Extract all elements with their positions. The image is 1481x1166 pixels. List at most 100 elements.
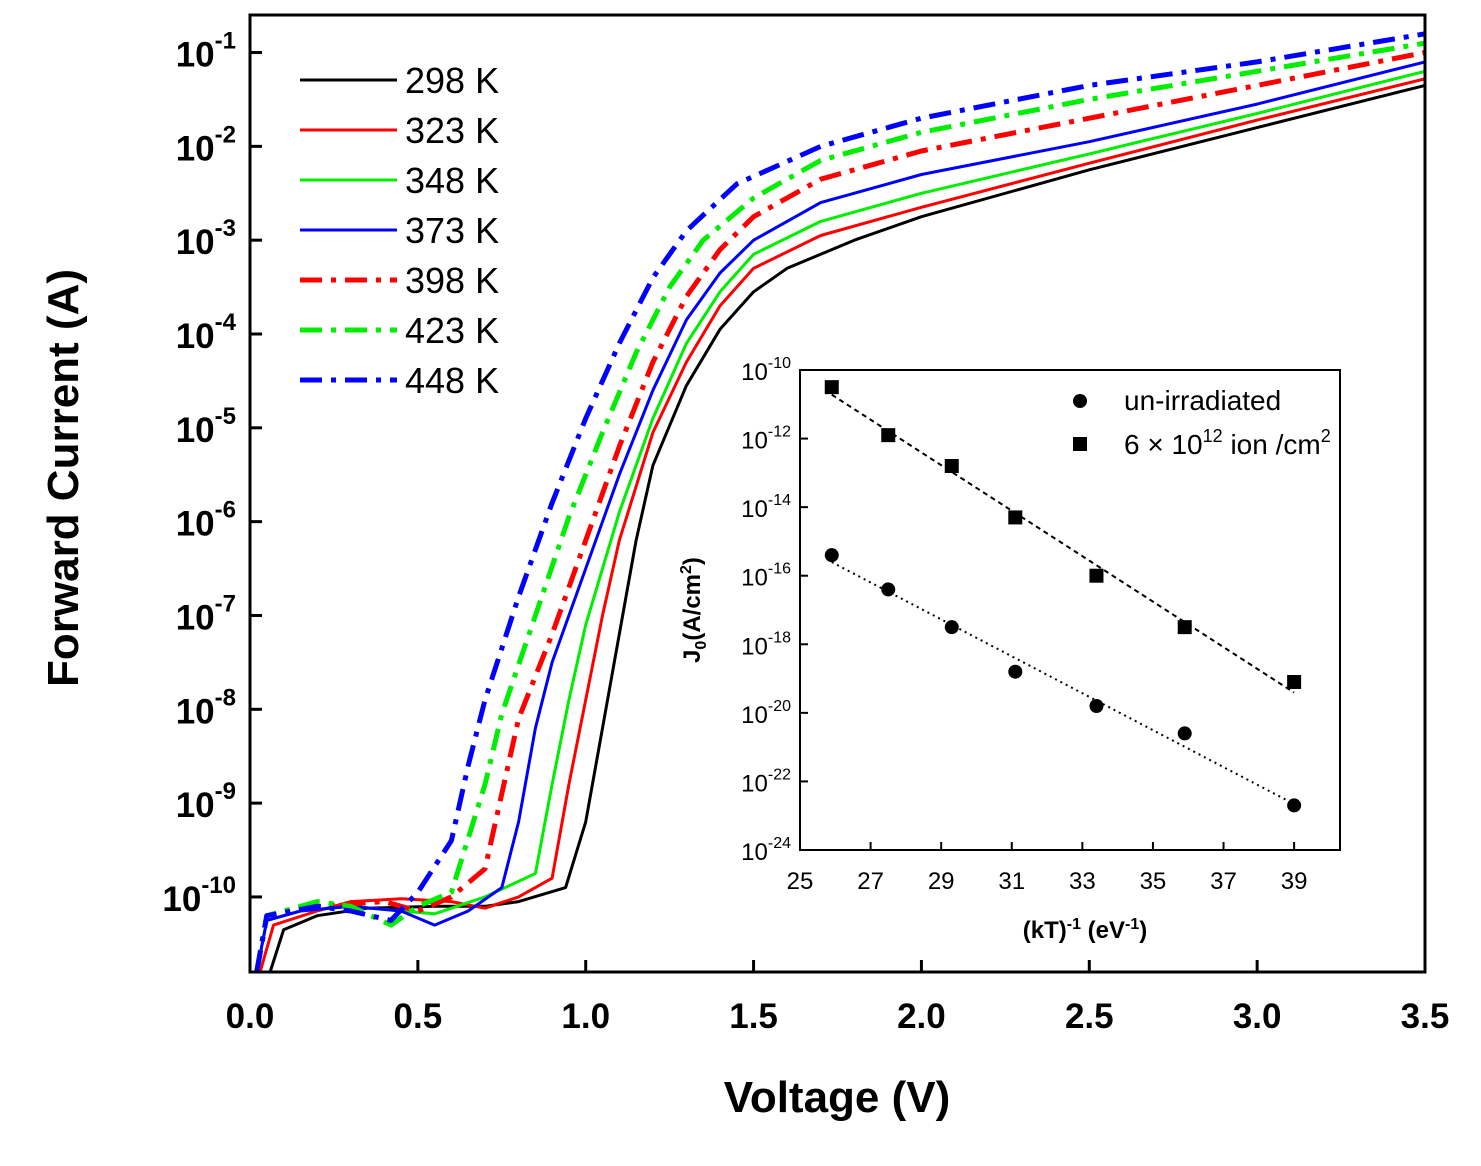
inset-point-square — [881, 428, 896, 443]
inset-x-tick-label: 29 — [928, 868, 955, 895]
main-y-tick-label: 10-6 — [176, 497, 236, 544]
inset-point-circle — [1177, 726, 1192, 741]
main-y-tick-label: 10-9 — [176, 778, 236, 825]
inset-y-tick-label-exp: -12 — [768, 424, 791, 441]
inset-y-title-pre: J — [679, 650, 706, 663]
inset-plot-frame — [799, 369, 1341, 851]
inset-legend-label-irradiated: 6 × 1012 ion /cm2 — [1124, 426, 1331, 460]
inset-y-axis-title: J0(A/cm2) — [678, 557, 710, 663]
legend-label: 323 K — [405, 110, 499, 151]
inset-y-tick-label: 10-18 — [741, 629, 791, 660]
series-line-423k — [254, 40, 1425, 972]
inset-legend-irr-mid: ion /cm — [1223, 429, 1321, 460]
inset-x-tick-label: 37 — [1210, 868, 1237, 895]
main-y-tick-label: 10-4 — [176, 309, 237, 356]
inset-x-title-mid: (eV — [1081, 917, 1125, 944]
inset-y-title-mid: (A/cm — [679, 574, 706, 641]
main-x-tick-label: 1.0 — [561, 997, 610, 1036]
legend-label: 298 K — [405, 60, 499, 101]
inset-x-axis-title: (kT)-1 (eV-1) — [1023, 916, 1147, 944]
inset-y-tick-label: 10-24 — [741, 835, 791, 866]
inset-y-tick-label-exp: -20 — [768, 698, 791, 715]
inset-x-title-pre: (kT) — [1023, 917, 1067, 944]
main-y-tick-label-base: 10 — [176, 786, 215, 825]
inset-x-ticks: 25 27 29 31 33 35 37 39 — [787, 842, 1307, 895]
series-line-398k — [254, 50, 1425, 972]
series-line-448k — [254, 31, 1425, 972]
inset-legend: un-irradiated 6 × 1012 ion /cm2 — [1073, 385, 1331, 460]
main-plot-frame — [248, 13, 1427, 974]
inset-y-tick-label-base: 10 — [741, 839, 768, 866]
main-x-ticks: 0.0 0.5 1.0 1.5 2.0 2.5 3.0 3.5 — [226, 960, 1450, 1036]
inset-fit-line — [831, 393, 1295, 694]
inset-point-square — [944, 459, 959, 473]
inset-y-tick-label-base: 10 — [741, 633, 768, 660]
inset-y-title-sup: 2 — [678, 565, 695, 574]
main-y-axis-title: Forward Current (A) — [39, 269, 88, 687]
inset-y-tick-label-base: 10 — [741, 565, 768, 592]
legend-label: 373 K — [405, 210, 499, 251]
inset-point-square — [824, 380, 839, 395]
main-y-tick-label: 10-5 — [176, 403, 236, 450]
inset-y-title-post: ) — [679, 557, 706, 565]
inset-x-title-sup2: -1 — [1125, 916, 1139, 933]
inset-y-tick-label-base: 10 — [741, 496, 768, 523]
inset-legend-irr-pre: 6 × 10 — [1124, 429, 1203, 460]
main-x-tick-label: 3.5 — [1401, 997, 1450, 1036]
inset-x-tick-label: 27 — [857, 868, 884, 895]
legend-label: 448 K — [405, 360, 499, 401]
inset-point-square — [1089, 568, 1104, 583]
inset-y-tick-label-base: 10 — [741, 770, 768, 797]
inset-y-tick-label: 10-12 — [741, 424, 791, 455]
legend-circle-marker — [1073, 394, 1087, 408]
legend-label: 398 K — [405, 260, 499, 301]
main-y-tick-label: 10-10 — [162, 872, 236, 919]
inset-legend-irr-sup: 12 — [1203, 426, 1223, 446]
main-y-tick-label-exp: -7 — [215, 590, 236, 617]
inset-x-tick-label: 25 — [787, 868, 814, 895]
legend-label: 348 K — [405, 160, 499, 201]
main-y-tick-label-base: 10 — [176, 411, 215, 450]
inset-point-circle — [1287, 798, 1302, 813]
inset-y-tick-label: 10-20 — [741, 698, 791, 729]
inset-point-circle — [1008, 664, 1023, 679]
inset-point-circle — [944, 620, 959, 635]
inset-y-tick-label-exp: -14 — [768, 492, 791, 509]
inset-y-title-sub: 0 — [693, 641, 710, 650]
inset-x-title-sup1: -1 — [1067, 916, 1081, 933]
inset-y-tick-label: 10-10 — [741, 355, 791, 386]
inset-y-tick-label-base: 10 — [741, 359, 768, 386]
inset-y-tick-label-exp: -16 — [768, 561, 791, 578]
main-y-tick-label-base: 10 — [176, 36, 215, 75]
main-y-tick-label-exp: -3 — [215, 215, 236, 242]
main-x-tick-label: 3.0 — [1233, 997, 1282, 1036]
main-y-tick-label-exp: -2 — [215, 121, 236, 148]
main-x-axis-title: Voltage (V) — [724, 1073, 951, 1122]
inset-y-tick-label: 10-16 — [741, 561, 791, 592]
inset-x-tick-label: 33 — [1069, 868, 1096, 895]
main-y-tick-label-exp: -8 — [215, 684, 236, 711]
inset-point-circle — [881, 582, 896, 597]
series-line-373k — [255, 60, 1425, 972]
main-y-tick-label-base: 10 — [176, 692, 215, 731]
legend-label: 423 K — [405, 310, 499, 351]
inset-point-square — [1177, 620, 1192, 635]
main-y-tick-label-exp: -10 — [201, 872, 236, 899]
main-y-tick-label-exp: -6 — [215, 497, 236, 524]
inset-point-circle — [1089, 699, 1104, 713]
main-y-tick-label-base: 10 — [176, 505, 215, 544]
main-legend: 298 K 323 K 348 K 373 K 398 K 423 K 448 K — [300, 60, 499, 401]
main-y-tick-label-exp: -4 — [215, 309, 237, 336]
inset-legend-label-unirradiated: un-irradiated — [1124, 385, 1281, 416]
main-x-tick-label: 2.5 — [1065, 997, 1114, 1036]
inset-y-tick-label-base: 10 — [741, 702, 768, 729]
main-y-ticks: 10-110-210-310-410-510-610-710-810-910-1… — [162, 28, 262, 919]
inset-y-tick-label-base: 10 — [741, 428, 768, 455]
main-y-tick-label-base: 10 — [176, 598, 215, 637]
inset-point-circle — [824, 548, 839, 563]
inset-fit-lines — [831, 393, 1295, 805]
main-y-tick-label-base: 10 — [162, 880, 201, 919]
main-y-tick-label-exp: -9 — [215, 778, 236, 805]
